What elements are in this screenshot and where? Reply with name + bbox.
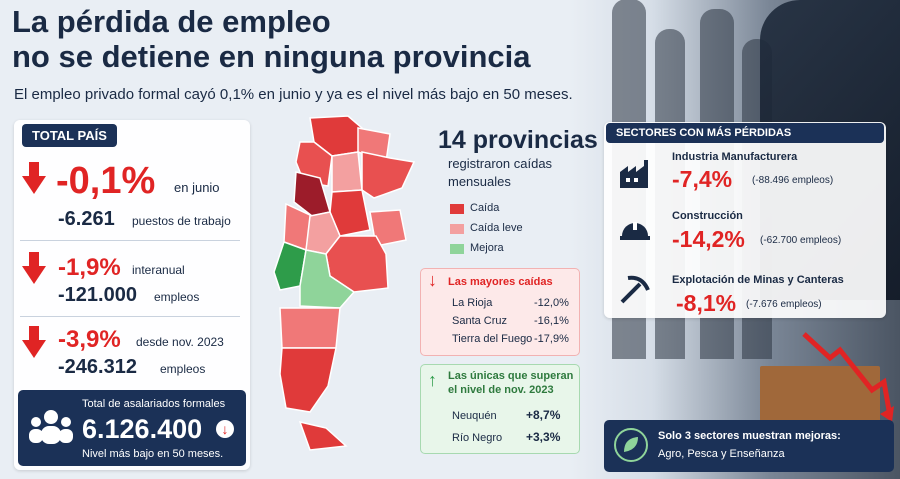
sectors-note: Solo 3 sectores muestran mejoras: Agro, … (604, 420, 894, 472)
falls-box (420, 268, 580, 356)
title-line-1: La pérdida de empleo (12, 4, 331, 39)
since-pct: -3,9% (58, 326, 121, 353)
decline-arrow-icon (802, 332, 894, 422)
legend-label: Caída (470, 202, 500, 214)
annual-jobs: -121.000 (58, 284, 137, 306)
wage-box: Total de asalariados formales 6.126.400 … (18, 390, 246, 466)
legend-swatch-mejora (450, 244, 464, 254)
provinces-desc-1: registraron caídas (448, 156, 553, 171)
down-arrow-icon (22, 326, 46, 358)
helmet-icon (620, 222, 650, 240)
falls-title: Las mayores caídas (448, 276, 553, 288)
sector-pct: -8,1% (676, 290, 737, 316)
sector-name: Industria Manufacturera (672, 151, 798, 163)
sector-jobs: (-62.700 empleos) (760, 235, 842, 246)
since-jobs-label: empleos (160, 362, 206, 376)
monthly-label: en junio (174, 180, 220, 195)
gains-value: +8,7% (526, 408, 561, 422)
provinces-desc-2: mensuales (448, 174, 511, 189)
provinces-count: 14 provincias (438, 126, 598, 154)
divider (20, 240, 240, 241)
divider (20, 316, 240, 317)
annual-jobs-label: empleos (154, 290, 200, 304)
gains-name: Río Negro (452, 432, 503, 444)
wage-value: 6.126.400 (82, 414, 203, 444)
annual-pct: -1,9% (58, 254, 121, 281)
down-arrow-icon (22, 252, 46, 284)
sector-jobs: (-7.676 empleos) (746, 299, 822, 310)
sector-pct: -14,2% (672, 226, 745, 252)
monthly-pct: -0,1% (56, 160, 156, 202)
gains-title-2: el nivel de nov. 2023 (448, 384, 554, 396)
sector-jobs: (-88.496 empleos) (752, 175, 834, 186)
page-subtitle: El empleo privado formal cayó 0,1% en ju… (14, 86, 573, 103)
falls-value: -17,9% (534, 333, 569, 345)
factory-icon (620, 160, 648, 188)
down-arrow-icon (22, 162, 46, 194)
legend-label: Mejora (470, 242, 504, 254)
legend-label: Caída leve (470, 222, 523, 234)
falls-value: -12,0% (534, 297, 569, 309)
down-arrow-icon: ↓ (428, 270, 437, 290)
falls-name: La Rioja (452, 297, 493, 309)
wage-note: Nivel más bajo en 50 meses. (82, 448, 224, 460)
monthly-jobs: -6.261 (58, 208, 115, 230)
up-arrow-icon: ↑ (428, 370, 437, 390)
monthly-jobs-label: puestos de trabajo (132, 214, 231, 228)
since-jobs: -246.312 (58, 356, 137, 378)
note-line-2: Agro, Pesca y Enseñanza (658, 448, 785, 460)
sectors-panel (604, 122, 886, 318)
gains-box (420, 364, 580, 454)
sector-pct: -7,4% (672, 166, 733, 192)
sectors-title: SECTORES CON MÁS PÉRDIDAS (606, 123, 884, 143)
sector-name: Explotación de Minas y Canteras (672, 274, 844, 286)
total-badge: TOTAL PAÍS (22, 124, 117, 147)
title-line-2: no se detiene en ninguna provincia (12, 39, 531, 74)
people-icon (29, 410, 73, 444)
gains-name: Neuquén (452, 410, 497, 422)
wage-label: Total de asalariados formales (82, 398, 226, 410)
argentina-map (273, 115, 416, 451)
gains-value: +3,3% (526, 430, 561, 444)
note-line-1: Solo 3 sectores muestran mejoras: (658, 430, 841, 442)
annual-label: interanual (132, 263, 185, 277)
legend-swatch-caida (450, 204, 464, 214)
sector-name: Construcción (672, 210, 743, 222)
since-label: desde nov. 2023 (136, 335, 224, 349)
page-title: La pérdida de empleo no se detiene en ni… (12, 4, 530, 74)
gains-title-1: Las únicas que superan (448, 370, 574, 382)
falls-name: Santa Cruz (452, 315, 508, 327)
legend-swatch-caida-leve (450, 224, 464, 234)
pickaxe-icon (620, 275, 650, 304)
falls-name: Tierra del Fuego (452, 333, 533, 345)
down-arrow-icon: ↓ (216, 420, 234, 438)
leaf-icon (614, 428, 648, 462)
falls-value: -16,1% (534, 315, 569, 327)
